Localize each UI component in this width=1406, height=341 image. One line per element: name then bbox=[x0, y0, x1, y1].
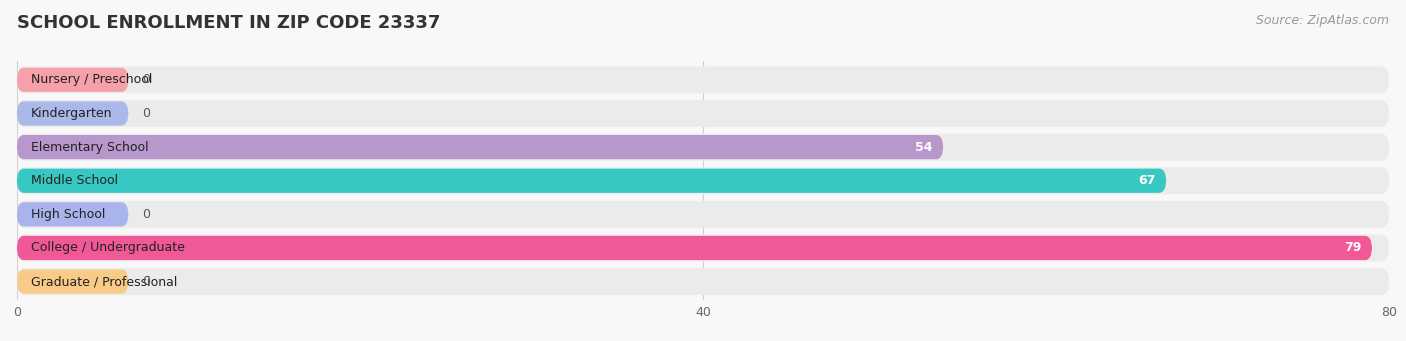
FancyBboxPatch shape bbox=[17, 201, 1389, 228]
FancyBboxPatch shape bbox=[17, 269, 128, 294]
FancyBboxPatch shape bbox=[17, 100, 1389, 127]
Text: Source: ZipAtlas.com: Source: ZipAtlas.com bbox=[1256, 14, 1389, 27]
Text: Nursery / Preschool: Nursery / Preschool bbox=[31, 73, 152, 86]
FancyBboxPatch shape bbox=[17, 134, 1389, 161]
FancyBboxPatch shape bbox=[17, 68, 128, 92]
Text: Graduate / Professional: Graduate / Professional bbox=[31, 275, 177, 288]
Text: Kindergarten: Kindergarten bbox=[31, 107, 112, 120]
Text: SCHOOL ENROLLMENT IN ZIP CODE 23337: SCHOOL ENROLLMENT IN ZIP CODE 23337 bbox=[17, 14, 440, 32]
FancyBboxPatch shape bbox=[17, 101, 128, 125]
Text: 0: 0 bbox=[142, 73, 150, 86]
Text: 0: 0 bbox=[142, 275, 150, 288]
Text: 54: 54 bbox=[915, 140, 932, 153]
FancyBboxPatch shape bbox=[17, 169, 1166, 193]
Text: Middle School: Middle School bbox=[31, 174, 118, 187]
FancyBboxPatch shape bbox=[17, 268, 1389, 295]
Text: Elementary School: Elementary School bbox=[31, 140, 148, 153]
FancyBboxPatch shape bbox=[17, 202, 128, 226]
Text: 79: 79 bbox=[1344, 241, 1361, 254]
FancyBboxPatch shape bbox=[17, 167, 1389, 194]
FancyBboxPatch shape bbox=[17, 235, 1389, 262]
FancyBboxPatch shape bbox=[17, 66, 1389, 93]
Text: College / Undergraduate: College / Undergraduate bbox=[31, 241, 184, 254]
Text: High School: High School bbox=[31, 208, 105, 221]
Text: 0: 0 bbox=[142, 208, 150, 221]
FancyBboxPatch shape bbox=[17, 236, 1372, 260]
Text: 67: 67 bbox=[1139, 174, 1156, 187]
FancyBboxPatch shape bbox=[17, 135, 943, 159]
Text: 0: 0 bbox=[142, 107, 150, 120]
